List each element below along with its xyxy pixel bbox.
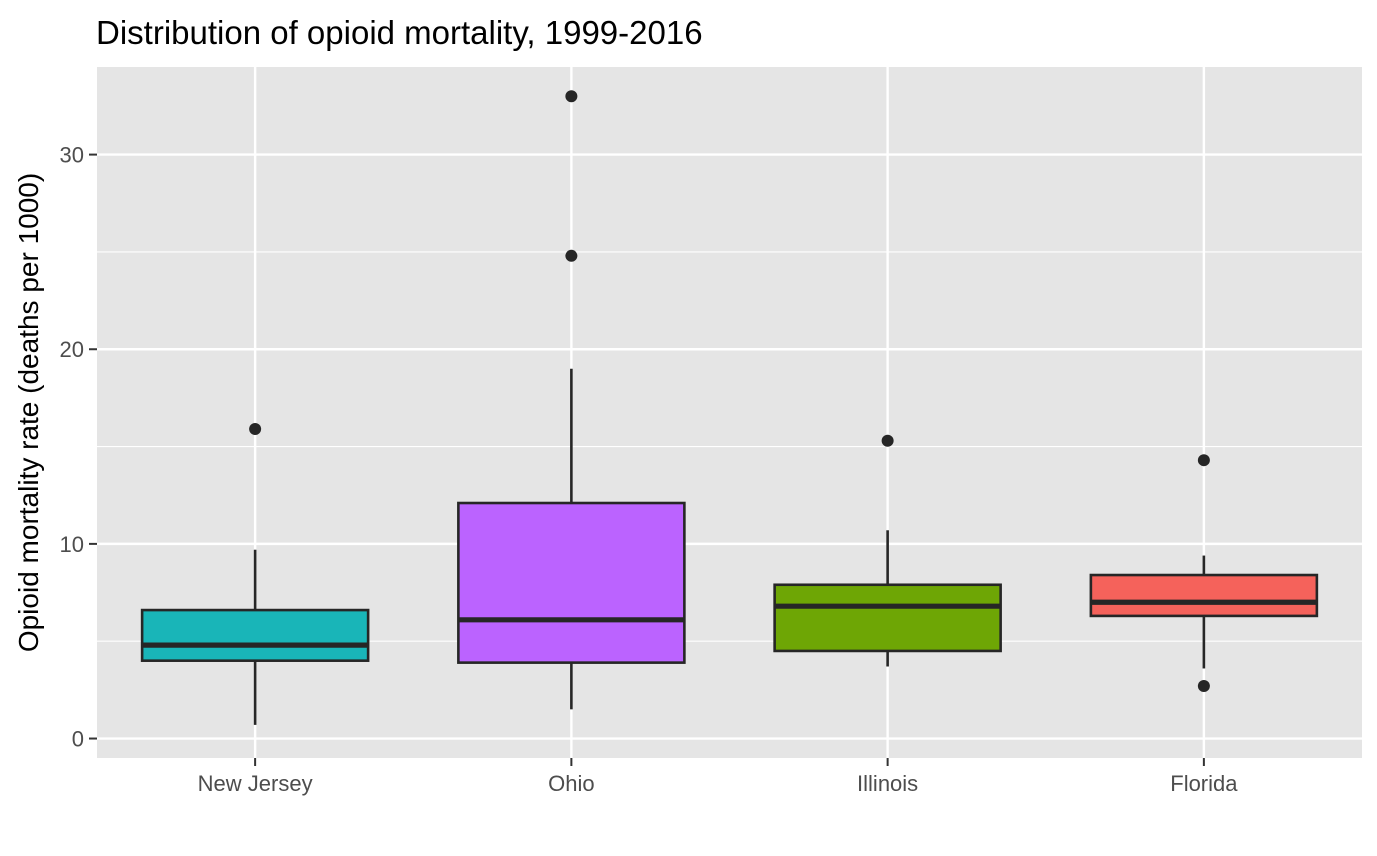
y-axis-title: Opioid mortality rate (deaths per 1000) [13,173,44,652]
outlier-point [881,434,894,447]
outlier-point [565,90,578,103]
x-tick-label: Illinois [857,771,918,796]
outlier-point [249,423,262,436]
outlier-point [1197,454,1210,467]
y-tick-label: 10 [60,532,84,557]
iqr-box [140,608,370,662]
iqr-box [457,501,686,664]
x-tick-label: Florida [1170,771,1238,796]
iqr-box [773,583,1002,653]
y-tick-label: 0 [72,727,84,752]
box-illinois [773,434,1002,667]
y-tick-label: 30 [60,143,84,168]
box-new-jersey [140,423,370,725]
box-florida [1089,454,1319,692]
outlier-point [565,249,578,262]
box-layer [140,90,1319,725]
y-tick-label: 20 [60,337,84,362]
axis-layer: 0 10 20 30 New Jersey Ohio Illinois Florida [60,143,1239,796]
x-tick-label: New Jersey [198,771,313,796]
outlier-point [1197,679,1210,692]
x-tick-label: Ohio [548,771,594,796]
box-ohio [457,90,686,710]
chart-title: Distribution of opioid mortality, 1999-2… [96,14,703,51]
iqr-box [1089,573,1319,618]
